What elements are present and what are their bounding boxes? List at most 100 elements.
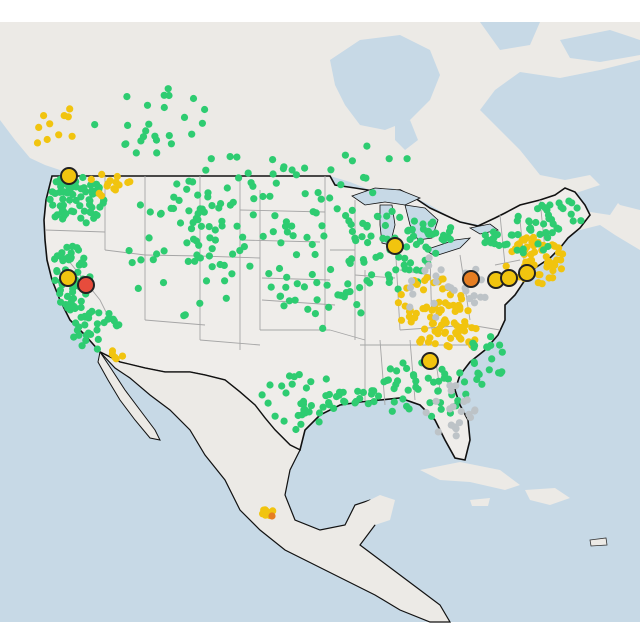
station-dot-good[interactable] — [65, 185, 73, 193]
station-dot-good[interactable] — [187, 225, 196, 233]
station-dot-good[interactable] — [348, 157, 356, 165]
station-dot-good[interactable] — [136, 201, 144, 209]
station-dot-good[interactable] — [218, 217, 226, 225]
station-dot-good[interactable] — [427, 220, 435, 228]
station-dot-good[interactable] — [340, 397, 348, 405]
station-dot-good[interactable] — [367, 390, 376, 398]
station-dot-good[interactable] — [249, 211, 257, 219]
station-dot-good[interactable] — [197, 222, 205, 230]
station-dot-good[interactable] — [176, 219, 185, 227]
station-dot-good[interactable] — [323, 281, 331, 289]
station-dot-good[interactable] — [278, 382, 286, 390]
station-dot-good[interactable] — [207, 155, 215, 163]
station-dot-moderate[interactable] — [439, 275, 447, 283]
station-dot-good[interactable] — [169, 204, 178, 213]
station-dot-good[interactable] — [63, 243, 71, 251]
station-dot-good[interactable] — [196, 254, 204, 262]
station-dot-good[interactable] — [211, 236, 219, 244]
station-dot-good[interactable] — [292, 425, 300, 434]
station-dot-good[interactable] — [265, 270, 273, 278]
station-dot-good[interactable] — [327, 265, 335, 274]
station-dot-good[interactable] — [233, 153, 241, 161]
station-dot-good[interactable] — [319, 403, 327, 411]
station-dot-good[interactable] — [303, 233, 311, 241]
station-dot-good[interactable] — [124, 121, 132, 129]
station-dot-moderate[interactable] — [98, 170, 106, 178]
station-dot-moderate[interactable] — [46, 120, 54, 128]
station-dot-good[interactable] — [394, 285, 402, 293]
station-dot-good[interactable] — [201, 105, 209, 114]
station-dot-inactive[interactable] — [470, 292, 478, 300]
station-dot-good[interactable] — [403, 243, 411, 251]
station-dot-good[interactable] — [300, 283, 308, 291]
station-dot-good[interactable] — [266, 381, 274, 389]
station-dot-good[interactable] — [460, 378, 469, 386]
station-dot-moderate[interactable] — [419, 286, 428, 294]
station-dot-good[interactable] — [311, 250, 319, 259]
station-dot-moderate[interactable] — [416, 337, 424, 346]
station-dot-good[interactable] — [325, 399, 333, 407]
station-dot-good[interactable] — [363, 277, 371, 285]
station-dot-good[interactable] — [322, 375, 330, 383]
station-dot-good[interactable] — [285, 297, 293, 305]
station-dot-good[interactable] — [291, 296, 299, 304]
station-dot-moderate[interactable] — [439, 285, 447, 293]
station-dot-good[interactable] — [410, 217, 418, 225]
station-dot-good[interactable] — [440, 374, 448, 382]
station-dot-good[interactable] — [77, 313, 85, 321]
station-dot-good[interactable] — [222, 294, 230, 302]
station-dot-good[interactable] — [342, 212, 350, 220]
station-dot-good[interactable] — [66, 196, 74, 204]
station-dot-good[interactable] — [167, 140, 175, 148]
station-dot-good[interactable] — [437, 405, 445, 413]
highlighted-station-moderate[interactable] — [59, 269, 77, 287]
station-dot-good[interactable] — [134, 284, 142, 292]
station-dot-good[interactable] — [410, 372, 418, 380]
station-dot-good[interactable] — [383, 212, 391, 220]
station-dot-moderate[interactable] — [456, 305, 464, 313]
station-dot-good[interactable] — [228, 270, 236, 278]
station-dot-inactive[interactable] — [406, 303, 414, 311]
station-dot-good[interactable] — [539, 246, 548, 254]
station-dot-good[interactable] — [175, 196, 183, 204]
station-dot-good[interactable] — [78, 342, 86, 350]
station-dot-good[interactable] — [77, 297, 85, 305]
highlighted-station-unhealthy[interactable] — [77, 276, 95, 294]
station-dot-inactive[interactable] — [447, 421, 455, 429]
station-dot-good[interactable] — [308, 240, 316, 249]
station-dot-moderate[interactable] — [549, 261, 557, 269]
station-dot-good[interactable] — [216, 260, 224, 269]
station-dot-good[interactable] — [56, 286, 64, 294]
station-dot-good[interactable] — [384, 271, 392, 279]
station-dot-good[interactable] — [390, 398, 398, 406]
station-dot-good[interactable] — [489, 228, 497, 236]
station-dot-good[interactable] — [57, 183, 65, 191]
station-dot-good[interactable] — [82, 219, 90, 227]
station-dot-good[interactable] — [385, 155, 393, 163]
station-dot-good[interactable] — [405, 405, 413, 413]
station-dot-good[interactable] — [153, 149, 161, 157]
station-dot-good[interactable] — [487, 333, 495, 341]
station-dot-moderate[interactable] — [535, 271, 543, 279]
station-dot-good[interactable] — [75, 323, 83, 331]
station-dot-good[interactable] — [145, 120, 153, 128]
station-dot-moderate[interactable] — [113, 172, 121, 181]
station-dot-good[interactable] — [185, 177, 193, 185]
station-dot-moderate[interactable] — [458, 295, 466, 303]
station-dot-good[interactable] — [403, 155, 411, 163]
highlighted-station-moderate[interactable] — [60, 167, 78, 185]
station-dot-good[interactable] — [215, 204, 223, 212]
station-dot-good[interactable] — [153, 250, 161, 258]
station-dot-good[interactable] — [77, 214, 85, 222]
station-dot-good[interactable] — [52, 178, 60, 186]
station-dot-good[interactable] — [82, 188, 90, 196]
station-dot-good[interactable] — [475, 370, 483, 378]
highlighted-station-moderate[interactable] — [518, 264, 536, 282]
station-dot-good[interactable] — [569, 217, 577, 225]
station-dot-moderate[interactable] — [263, 507, 271, 515]
station-dot-good[interactable] — [364, 239, 372, 247]
station-dot-good[interactable] — [100, 319, 108, 327]
station-dot-good[interactable] — [93, 345, 101, 353]
station-dot-moderate[interactable] — [111, 353, 119, 361]
station-dot-good[interactable] — [416, 237, 424, 245]
